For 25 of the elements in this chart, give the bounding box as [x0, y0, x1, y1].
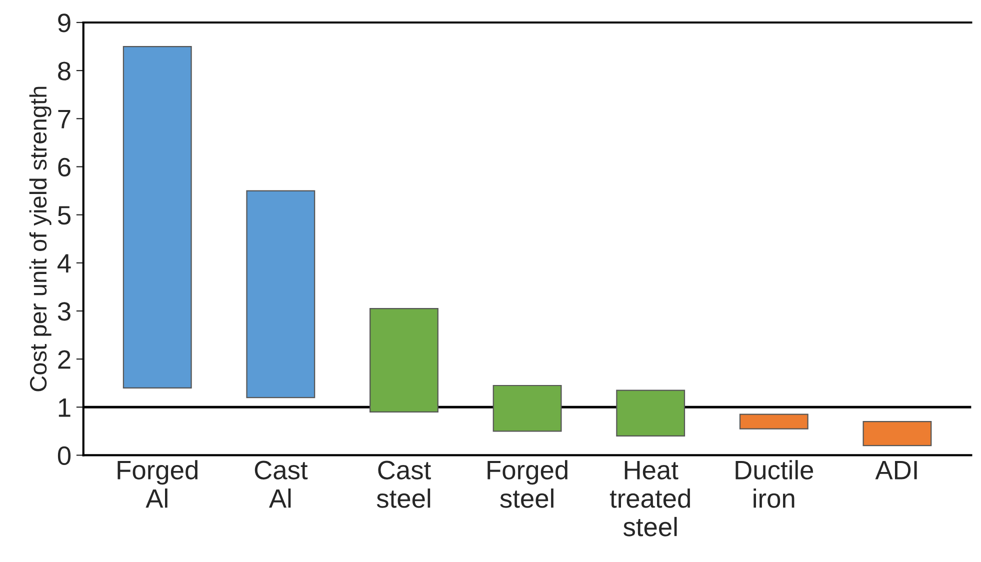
- x-tick-label: Ductile iron: [736, 460, 814, 508]
- x-tick-label: Cast steel: [376, 460, 431, 508]
- y-tick-label: 5: [58, 206, 70, 225]
- y-tick-label: 6: [58, 158, 70, 177]
- y-tick-label: 4: [58, 254, 71, 272]
- y-tick-label: 3: [58, 302, 70, 321]
- bar: [492, 384, 562, 432]
- y-tick-label: 7: [58, 110, 70, 128]
- x-tick-label: Cast Al: [254, 460, 308, 508]
- y-tick-label: 8: [58, 62, 70, 80]
- y-tick-label: 1: [58, 398, 70, 417]
- x-tick-label: Forged Al: [118, 460, 198, 508]
- bar: [862, 421, 932, 446]
- y-axis-title: Cost per unit of yield strength: [29, 86, 52, 392]
- bar: [616, 390, 686, 437]
- x-tick-label: Heat treated steel: [610, 461, 690, 536]
- y-tick-label: 9: [58, 14, 70, 32]
- bar: [370, 308, 438, 412]
- bar: [246, 190, 316, 398]
- y-tick-label: 0: [58, 446, 71, 466]
- y-tick-label: 2: [58, 350, 70, 369]
- bar: [739, 414, 808, 430]
- bar: [122, 46, 192, 388]
- x-tick-label: ADI: [875, 461, 917, 480]
- x-tick-label: Forged steel: [488, 460, 568, 508]
